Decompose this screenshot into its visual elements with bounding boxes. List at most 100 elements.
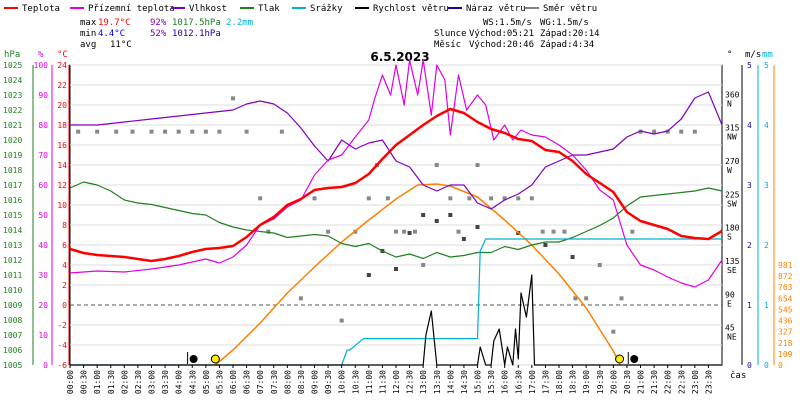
wind-direction-marker (366, 196, 371, 201)
wind-direction-marker (562, 229, 567, 234)
sunrise-icon (210, 354, 220, 364)
legend-label: Náraz větru (466, 4, 526, 14)
unit-hpa: hPa (4, 50, 20, 60)
tick-label-rain-scale: 4 (764, 121, 769, 130)
wind-direction-marker (95, 129, 100, 134)
axes: 1005100610071008100910101011101210131014… (3, 61, 793, 370)
tick-label-compass: E (727, 299, 732, 308)
wind-direction-marker (489, 196, 494, 201)
wind-direction-marker (385, 196, 390, 201)
tick-label-humidity: 50 (38, 211, 48, 220)
tick-label-temp: 2 (62, 281, 67, 290)
tick-label-temp: -6 (57, 361, 67, 370)
x-tick-label: 06:30 (243, 370, 252, 394)
tick-label-pressure: 1008 (3, 316, 22, 325)
wind-direction-marker (163, 129, 168, 134)
stat-max-temp: 19.7°C (98, 18, 131, 28)
legend-label: Směr větru (543, 4, 597, 14)
legend-label: Tlak (258, 4, 280, 14)
wind-direction-marker (421, 263, 426, 267)
wind-direction-marker (467, 196, 472, 201)
ground-temperature-line (69, 59, 723, 288)
tick-label-humidity: 0 (43, 361, 48, 370)
wind-direction-marker (244, 129, 249, 134)
tick-label-radiation: 0 (778, 361, 783, 370)
x-tick-label: 13:30 (433, 370, 442, 394)
sun-elevation-line (214, 183, 621, 366)
tick-label-pressure: 1020 (3, 136, 22, 145)
chart-title: 6.5.2023 (370, 50, 429, 64)
x-tick-label: 12:30 (406, 370, 415, 394)
tick-label-temp: 10 (57, 201, 67, 210)
tick-label-direction: 45 (725, 324, 735, 333)
tick-label-pressure: 1024 (3, 76, 22, 85)
gust-marker (434, 219, 439, 223)
gust-marker (394, 267, 398, 271)
x-tick-label: 04:30 (188, 370, 197, 394)
sun-set: Západ:20:14 (540, 29, 600, 39)
x-tick-label: 14:30 (460, 370, 469, 394)
tick-label-radiation: 872 (778, 272, 793, 281)
tick-label-pressure: 1012 (3, 256, 22, 265)
legend: Teplota Přízemní teplota Vlhkost Tlak Srážky… (4, 4, 597, 14)
wind-direction-marker (475, 163, 480, 167)
wind-direction-marker (551, 229, 556, 234)
stat-max-pressure: 1017.5hPa (172, 18, 221, 28)
wind-direction-marker (679, 129, 684, 134)
tick-label-radiation: 436 (778, 317, 793, 326)
stat-min-pressure: 1012.1hPa (172, 29, 221, 39)
unit-degrees: ° (727, 50, 732, 60)
tick-label-humidity: 30 (38, 271, 48, 280)
humidity-line (70, 91, 723, 210)
tick-label-pressure: 1023 (3, 91, 22, 100)
x-tick-label: 08:30 (297, 370, 306, 394)
wind-direction-marker (584, 296, 589, 301)
x-tick-label: 19:30 (596, 370, 605, 394)
wind-direction-marker (217, 129, 222, 134)
x-tick-label: 16:00 (501, 370, 510, 394)
tick-label-pressure: 1013 (3, 241, 22, 250)
wind-direction-marker (516, 196, 521, 201)
tick-label-wind-speed: 0 (747, 361, 752, 370)
gust-marker (448, 213, 453, 217)
tick-label-temp: 16 (57, 141, 67, 150)
tick-label-temp: 0 (62, 301, 67, 310)
wind-direction-marker (413, 229, 418, 234)
tick-label-direction: 90 (725, 290, 735, 299)
x-tick-label: 05:00 (202, 370, 211, 394)
wind-direction-marker (176, 129, 181, 134)
unit-time: čas (730, 370, 746, 381)
unit-ms: m/s (745, 50, 761, 60)
tick-label-pressure: 1017 (3, 181, 22, 190)
x-tick-label: 20:30 (623, 370, 632, 394)
tick-label-pressure: 1022 (3, 106, 22, 115)
tick-label-rain-scale: 3 (764, 181, 769, 190)
gust-marker (570, 255, 575, 259)
tick-label-rain-scale: 0 (764, 361, 769, 370)
moon-label: Měsíc (434, 40, 461, 50)
tick-label-wind-speed: 1 (747, 301, 752, 310)
x-tick-label: 03:30 (161, 370, 170, 394)
tick-label-humidity: 100 (34, 61, 49, 70)
stat-avg-temp: 11°C (110, 40, 132, 50)
stat-row-label-avg: avg (80, 40, 96, 50)
stat-row-label-min: min (80, 29, 96, 39)
tick-label-pressure: 1019 (3, 151, 22, 160)
wind-direction-marker (529, 196, 534, 201)
tick-label-temp: 22 (57, 81, 67, 90)
tick-label-pressure: 1021 (3, 121, 22, 130)
tick-label-rain-scale: 5 (764, 61, 769, 70)
x-tick-label: 01:00 (93, 370, 102, 394)
tick-label-humidity: 40 (38, 241, 48, 250)
x-tick-label: 04:00 (175, 370, 184, 394)
moon-rise: Východ:20:46 (469, 40, 534, 50)
tick-label-pressure: 1014 (3, 226, 22, 235)
new-moon-icon (189, 355, 198, 363)
tick-label-pressure: 1025 (3, 61, 22, 70)
wind-direction-marker (326, 229, 331, 234)
tick-label-radiation: 545 (778, 305, 793, 314)
x-tick-label: 09:00 (311, 370, 320, 394)
gust-marker (475, 225, 480, 229)
tick-label-direction: 270 (725, 157, 740, 166)
legend-label: Rychlost větru (373, 4, 449, 14)
